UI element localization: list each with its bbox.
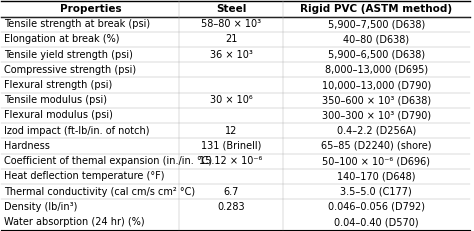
Text: 58–80 × 10³: 58–80 × 10³ xyxy=(201,19,261,29)
Text: Izod impact (ft-lb/in. of notch): Izod impact (ft-lb/in. of notch) xyxy=(4,126,149,136)
Text: Flexural strength (psi): Flexural strength (psi) xyxy=(4,80,112,90)
Text: 30 × 10⁶: 30 × 10⁶ xyxy=(210,95,252,105)
Text: Hardness: Hardness xyxy=(4,141,50,151)
Text: 6.7: 6.7 xyxy=(223,187,239,197)
Text: Thermal conductivity (cal cm/s cm² °C): Thermal conductivity (cal cm/s cm² °C) xyxy=(4,187,195,197)
Text: 350–600 × 10³ (D638): 350–600 × 10³ (D638) xyxy=(322,95,431,105)
Text: Density (lb/in³): Density (lb/in³) xyxy=(4,202,77,212)
Text: Heat deflection temperature (°F): Heat deflection temperature (°F) xyxy=(4,171,164,181)
Text: 40–80 (D638): 40–80 (D638) xyxy=(343,34,410,44)
Text: 65–85 (D2240) (shore): 65–85 (D2240) (shore) xyxy=(321,141,431,151)
Text: Compressive strength (psi): Compressive strength (psi) xyxy=(4,65,136,75)
Text: 140–170 (D648): 140–170 (D648) xyxy=(337,171,416,181)
Text: Tensile modulus (psi): Tensile modulus (psi) xyxy=(4,95,107,105)
Text: Rigid PVC (ASTM method): Rigid PVC (ASTM method) xyxy=(300,4,452,14)
Text: 5,900–7,500 (D638): 5,900–7,500 (D638) xyxy=(328,19,425,29)
Text: 10,000–13,000 (D790): 10,000–13,000 (D790) xyxy=(322,80,431,90)
Text: 21: 21 xyxy=(225,34,237,44)
Text: 12: 12 xyxy=(225,126,237,136)
Text: 0.283: 0.283 xyxy=(217,202,245,212)
Text: Elongation at break (%): Elongation at break (%) xyxy=(4,34,119,44)
Text: Properties: Properties xyxy=(60,4,121,14)
Text: Tensile yield strength (psi): Tensile yield strength (psi) xyxy=(4,50,133,60)
Text: 300–300 × 10³ (D790): 300–300 × 10³ (D790) xyxy=(322,110,431,121)
Text: Coefficient of themal expansion (in./in. °C): Coefficient of themal expansion (in./in.… xyxy=(4,156,212,166)
Text: 36 × 10³: 36 × 10³ xyxy=(210,50,253,60)
Text: 0.04–0.40 (D570): 0.04–0.40 (D570) xyxy=(334,217,419,227)
Text: 0.4–2.2 (D256A): 0.4–2.2 (D256A) xyxy=(337,126,416,136)
Text: Water absorption (24 hr) (%): Water absorption (24 hr) (%) xyxy=(4,217,145,227)
Text: Tensile strength at break (psi): Tensile strength at break (psi) xyxy=(4,19,150,29)
Text: 131 (Brinell): 131 (Brinell) xyxy=(201,141,261,151)
Text: 8,000–13,000 (D695): 8,000–13,000 (D695) xyxy=(325,65,428,75)
Text: Flexural modulus (psi): Flexural modulus (psi) xyxy=(4,110,113,121)
Text: 0.046–0.056 (D792): 0.046–0.056 (D792) xyxy=(328,202,425,212)
Text: 15.12 × 10⁻⁶: 15.12 × 10⁻⁶ xyxy=(200,156,263,166)
Text: 3.5–5.0 (C177): 3.5–5.0 (C177) xyxy=(340,187,412,197)
Text: 5,900–6,500 (D638): 5,900–6,500 (D638) xyxy=(328,50,425,60)
Text: 50–100 × 10⁻⁶ (D696): 50–100 × 10⁻⁶ (D696) xyxy=(322,156,430,166)
Text: Steel: Steel xyxy=(216,4,246,14)
